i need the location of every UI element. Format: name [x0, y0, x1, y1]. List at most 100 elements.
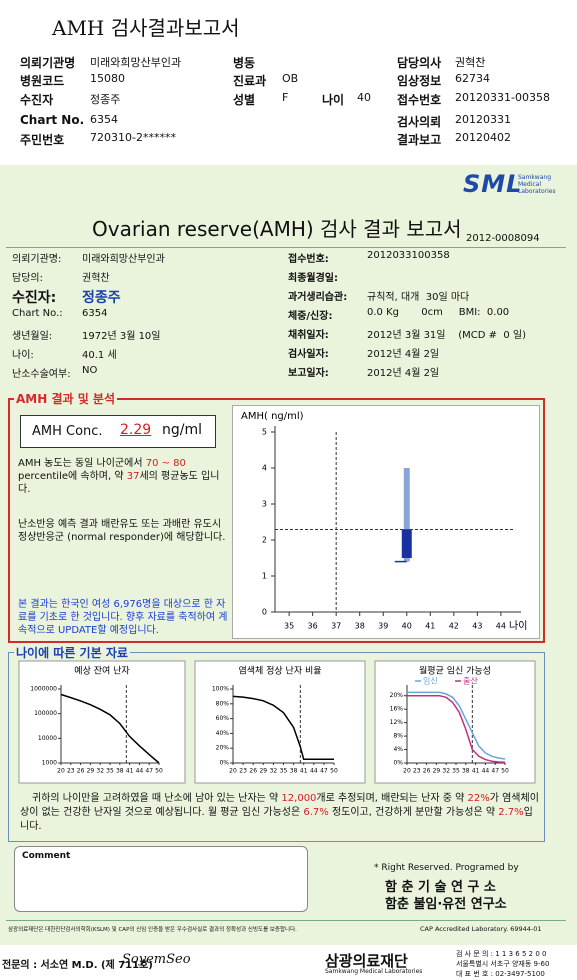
section-title: 나이에 따른 기본 자료: [14, 644, 130, 661]
x-tick-label: 35: [452, 768, 460, 775]
y-tick-label: 12%: [390, 719, 404, 726]
legend-label: 임신: [423, 677, 438, 686]
field-value: NO: [82, 365, 98, 376]
x-tick-label: 47: [145, 768, 153, 775]
y-tick-label: 1000: [42, 760, 57, 767]
y-tick-label: 0%: [219, 760, 229, 767]
text-segment: 37: [126, 471, 140, 482]
y-axis-label: AMH( ng/ml): [241, 411, 304, 422]
x-tick-label: 41: [472, 768, 480, 775]
field-value: 2012033100358: [367, 250, 450, 261]
report-title: Ovarian reserve(AMH) 검사 결과 보고서: [92, 217, 462, 241]
data-line: [60, 693, 160, 764]
x-tick-label: 23: [67, 768, 75, 775]
field-label: 진료과: [233, 74, 267, 88]
conc-value: 2.29: [120, 422, 152, 438]
y-tick-label: 4: [262, 464, 267, 473]
field-label: 주민번호: [20, 133, 65, 147]
y-tick-label: 16%: [390, 706, 404, 713]
amh-chart: AMH( ng/ml) 나이 0 1 2 3 4 5 35 36 37 38 39 40 41 42 43 44: [232, 405, 540, 639]
field-value: 20120331: [455, 113, 511, 126]
paragraph: 본 결과는 한국인 여성 6,976명을 대상으로 한 자료를 기초로 한 것입…: [18, 599, 228, 636]
logo: SML: [463, 170, 523, 198]
field-label: 의뢰기관명: [20, 56, 76, 70]
x-tick-label: 47: [491, 768, 499, 775]
field-label: 채취일자:: [288, 330, 329, 341]
text-segment: 12,000: [281, 793, 317, 804]
x-tick-label: 42: [449, 622, 459, 631]
x-tick-label: 29: [87, 768, 95, 775]
signature: SoyemSeo: [122, 952, 191, 967]
field-value: 2012년 3월 31일 (MCD # 0 일): [367, 330, 526, 341]
y-tick-label: 100000: [34, 710, 57, 717]
x-tick-label: 32: [270, 768, 278, 775]
comment-label: Comment: [22, 851, 71, 861]
field-label: Chart No.:: [12, 308, 63, 319]
field-label: 과거생리습관:: [288, 292, 348, 303]
y-tick-label: 2: [262, 536, 267, 545]
field-value: F: [282, 91, 289, 104]
credit: 함춘 불임·유전 연구소: [385, 897, 507, 912]
field-value: 정종주: [82, 290, 121, 306]
field-label: 의뢰기관명:: [12, 254, 62, 265]
iqr-box: [401, 529, 412, 558]
field-value: 20120402: [455, 131, 511, 144]
rule: [6, 247, 566, 248]
field-value: 0.0 Kg 0cm BMI: 0.00: [367, 307, 510, 318]
x-tick-label: 23: [413, 768, 421, 775]
x-tick-label: 20: [229, 768, 237, 775]
field-label: 결과보고: [397, 133, 442, 147]
data-line: [407, 691, 506, 760]
x-tick-label: 39: [378, 622, 388, 631]
section-title: AMH 결과 및 분석: [14, 390, 118, 407]
y-tick-label: 10000: [38, 735, 57, 742]
field-label: 난소수술여부:: [12, 369, 71, 380]
paragraph: 귀하의 나이만을 고려하였을 때 난소에 남아 있는 난자는 약 12,000개…: [20, 792, 540, 834]
x-tick-label: 38: [116, 768, 124, 775]
y-tick-label: 4%: [393, 746, 403, 753]
x-tick-label: 23: [239, 768, 247, 775]
text-segment: 가 염색체이상이 없는 건강한 난자일 것으로 예상됩니다. 월 평균 임신 가…: [20, 793, 539, 818]
x-tick-label: 37: [331, 622, 341, 631]
field-value: 2012년 4월 2일: [367, 349, 440, 360]
x-tick-label: 44: [136, 768, 144, 775]
field-label: 병동: [233, 56, 256, 70]
field-value: 6354: [90, 113, 118, 126]
y-tick-label: 1000000: [30, 686, 57, 693]
y-tick-label: 0: [262, 608, 267, 617]
field-label: 성별: [233, 93, 256, 107]
age-box: [8, 652, 545, 842]
field-value: 권혁찬: [455, 56, 486, 69]
x-tick-label: 35: [106, 768, 114, 775]
data-line: [407, 694, 506, 764]
x-tick-label: 41: [425, 622, 435, 631]
field-value: 720310-2******: [90, 131, 176, 144]
field-label: 검사일자:: [288, 349, 329, 360]
x-tick-label: 38: [290, 768, 298, 775]
contact: 서울특별시 서초구 양재동 9-60: [456, 960, 550, 968]
data-line: [232, 695, 334, 761]
field-label: 담당의:: [12, 273, 43, 284]
field-label: 수진자:: [12, 290, 57, 306]
header-title: AMH 검사결과보고서: [52, 16, 240, 40]
field-label: 검사의뢰: [397, 115, 442, 129]
x-tick-label: 44: [310, 768, 318, 775]
y-tick-label: 80%: [216, 700, 230, 707]
footer-note: 삼광의료재단은 대한진단검사의학회(KSLM) 및 CAP의 신임 인증을 받은…: [8, 927, 297, 933]
paragraph: 난소반응 예측 결과 배란유도 또는 과배란 유도시 정상반응군 (normal…: [18, 519, 226, 543]
x-tick-label: 32: [96, 768, 104, 775]
x-tick-label: 38: [462, 768, 470, 775]
y-tick-label: 1: [262, 572, 267, 581]
x-tick-label: 35: [284, 622, 294, 631]
field-value: 2012년 4월 2일: [367, 368, 440, 379]
top-edge: [0, 0, 577, 4]
field-value: 40: [357, 91, 371, 104]
x-tick-label: 44: [496, 622, 506, 631]
chart-title: 예상 잔여 난자: [74, 665, 130, 677]
field-value: 6354: [82, 308, 108, 319]
text-segment: 개로 추정되며, 배란되는 난자 중 약: [316, 793, 468, 804]
x-tick-label: 20: [57, 768, 65, 775]
field-label: 담당의사: [397, 56, 442, 70]
x-tick-label: 40: [402, 622, 412, 631]
paragraph: AMH 농도는 동일 나이군에서 70 ~ 80 percentile에 속하며…: [18, 457, 228, 496]
